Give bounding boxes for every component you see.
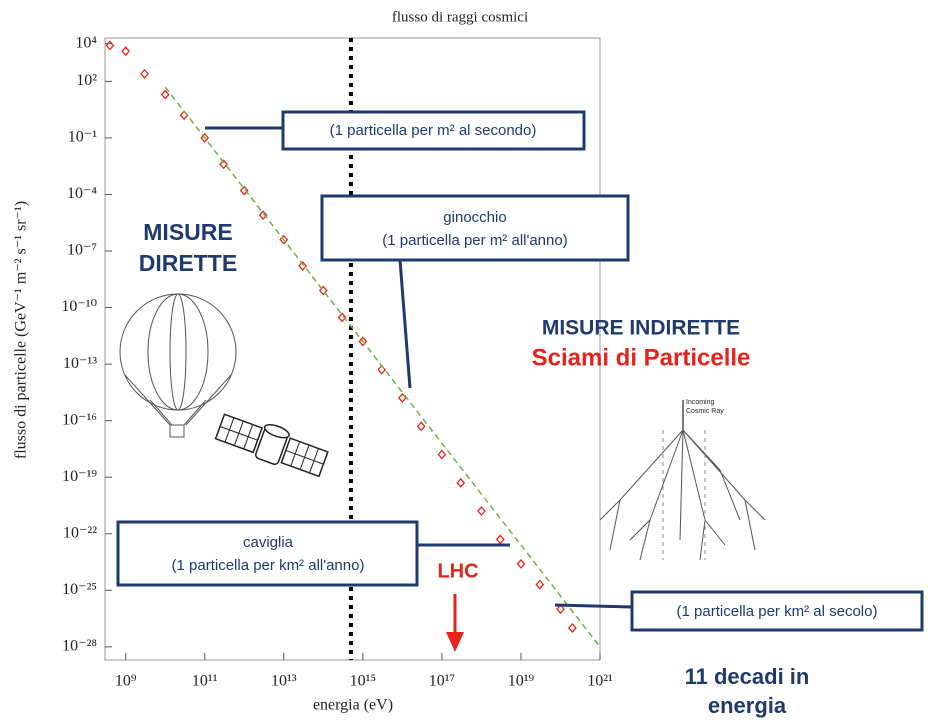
y-tick-label: 10⁻²⁵ [62,581,97,598]
decades-label: 11 decadi in [685,664,810,689]
data-point [219,159,228,170]
data-point [298,261,308,271]
data-point [121,46,131,57]
x-tick-label: 10⁹ [115,673,137,690]
annotation-second: (1 particella per m² al secondo) [205,110,586,151]
data-point [416,421,426,432]
data-point [556,604,565,615]
x-tick-label: 10¹³ [271,673,297,690]
data-point [437,449,447,460]
y-tick-label: 10⁻¹⁶ [62,411,97,428]
annotation-text: (1 particella per m² al secondo) [330,122,537,139]
annotation-text: (1 particella per km² all'anno) [172,557,365,574]
fit-line [164,86,601,648]
chart-title: flusso di raggi cosmici [392,9,528,25]
data-point [535,579,545,590]
annotation-text: ginocchio [443,209,506,226]
data-point [200,132,210,143]
data-point [495,534,505,545]
data-point [318,285,328,296]
data-point [140,68,149,79]
annotation-knee: ginocchio (1 particella per m² all'anno) [320,194,630,389]
direct-label: DIRETTE [139,250,237,276]
x-tick-label: 10¹⁷ [429,673,455,690]
y-tick-label: 10⁻²² [63,524,97,541]
data-point [239,185,249,196]
direct-label: MISURE [143,219,232,245]
annotation-century: (1 particella per km² al secolo) [554,590,924,632]
data-point [377,364,387,375]
balloon-icon [119,293,237,438]
lhc-arrow [446,594,464,652]
y-tick-label: 10⁻²⁸ [62,637,97,654]
data-point [160,89,170,100]
data-point [516,558,526,569]
shower-title: Sciami di Particelle [532,344,751,371]
x-tick-label: 10¹⁹ [508,673,535,690]
data-point [477,506,486,517]
annotation-text: (1 particella per m² all'anno) [382,232,567,249]
indirect-label: MISURE INDIRETTE [542,317,740,340]
x-tick-label: 10¹¹ [192,673,218,690]
data-point [279,234,289,245]
y-tick-label: 10⁻¹³ [63,355,97,372]
plot-area: 10⁹ 10¹¹ 10¹³ 10¹⁵ 10¹⁷ 10¹⁹ 10²¹ 10⁴ 10² 10⁻¹ 10⁻… [61,34,613,689]
y-tick-label: 10⁻¹⁹ [62,468,97,485]
data-point [337,312,347,323]
y-axis-label: flusso di particelle (GeV⁻¹ m⁻² s⁻¹ sr⁻¹… [13,201,30,459]
y-tick-label: 10² [76,72,97,89]
y-tick-label: 10⁴ [75,34,97,51]
decades-label: energia [708,693,787,718]
x-tick-label: 10²¹ [587,673,613,690]
y-tick-label: 10⁻¹ [68,129,97,146]
x-tick-label: 10¹⁵ [350,673,376,690]
y-tick-label: 10⁻⁴ [67,185,97,202]
satellite-icon [214,413,329,478]
shower-label: Cosmic Ray [686,408,724,415]
data-point [105,40,115,51]
y-tick-label: 10⁻⁷ [67,242,97,259]
shower-icon: Incoming Cosmic Ray [599,399,766,561]
data-point [258,210,268,221]
annotation-text: (1 particella per km² al secolo) [677,603,878,620]
lhc-label: LHC [437,560,478,582]
data-point [358,336,368,347]
shower-label: Incoming [686,399,715,406]
data-point [568,622,577,633]
x-axis-label: energia (eV) [313,697,393,714]
annotation-ankle: caviglia (1 particella per km² all'anno) [116,520,510,587]
annotation-text: caviglia [243,534,294,551]
data-point [397,392,407,403]
y-tick-label: 10⁻¹⁰ [61,298,97,315]
data-point [456,477,466,488]
